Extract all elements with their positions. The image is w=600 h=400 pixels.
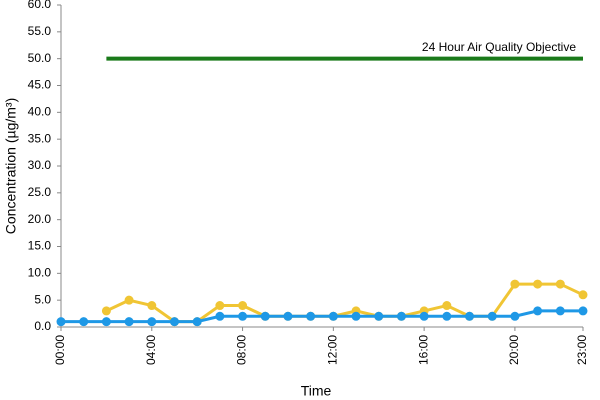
data-point	[533, 306, 543, 316]
data-point	[396, 311, 406, 321]
data-point	[374, 311, 384, 321]
data-point	[147, 317, 157, 327]
y-tick-label: 5.0	[34, 292, 51, 306]
data-point	[351, 311, 361, 321]
data-point	[56, 317, 66, 327]
data-point	[215, 301, 225, 311]
x-tick-label: 12:00	[326, 335, 340, 365]
y-tick-label: 0.0	[34, 319, 51, 333]
data-point	[533, 279, 543, 289]
y-tick-label: 35.0	[28, 131, 52, 145]
y-tick-label: 40.0	[28, 105, 52, 119]
data-point	[147, 301, 157, 311]
data-point	[238, 311, 248, 321]
data-point	[442, 311, 452, 321]
y-axis-title: Concentration (µg/m³)	[3, 98, 19, 234]
data-point	[215, 311, 225, 321]
data-point	[124, 295, 134, 305]
data-point	[442, 301, 452, 311]
data-point	[306, 311, 316, 321]
data-point	[238, 301, 248, 311]
series-line	[61, 309, 583, 324]
data-point	[283, 311, 293, 321]
data-point	[419, 311, 429, 321]
y-tick-label: 25.0	[28, 185, 52, 199]
y-tick-label: 20.0	[28, 212, 52, 226]
y-tick-label: 30.0	[28, 158, 52, 172]
data-point	[465, 311, 475, 321]
x-axis-title: Time	[301, 383, 332, 399]
y-tick-label: 55.0	[28, 24, 52, 38]
x-tick-label: 04:00	[144, 335, 158, 365]
data-point	[169, 317, 179, 327]
data-point	[578, 306, 588, 316]
data-point	[510, 279, 520, 289]
x-tick-label: 16:00	[416, 335, 430, 365]
data-point	[79, 317, 89, 327]
y-tick-label: 15.0	[28, 239, 52, 253]
x-tick-label: 20:00	[507, 335, 521, 365]
x-tick-label: 00:00	[53, 335, 67, 365]
data-point	[555, 306, 565, 316]
data-point	[487, 311, 497, 321]
data-point	[328, 311, 338, 321]
data-point	[124, 317, 134, 327]
data-point	[192, 317, 202, 327]
data-point	[101, 317, 111, 327]
y-tick-label: 60.0	[28, 0, 52, 11]
annotation: 24 Hour Air Quality Objective	[422, 40, 576, 54]
y-tick-label: 50.0	[28, 51, 52, 65]
x-tick-label: 08:00	[235, 335, 249, 365]
data-point	[260, 311, 270, 321]
data-point	[555, 279, 565, 289]
data-point	[578, 290, 588, 300]
x-tick-label: 23:00	[575, 335, 589, 365]
y-tick-label: 45.0	[28, 78, 52, 92]
data-point	[510, 311, 520, 321]
y-tick-label: 10.0	[28, 266, 52, 280]
data-point	[101, 306, 111, 316]
